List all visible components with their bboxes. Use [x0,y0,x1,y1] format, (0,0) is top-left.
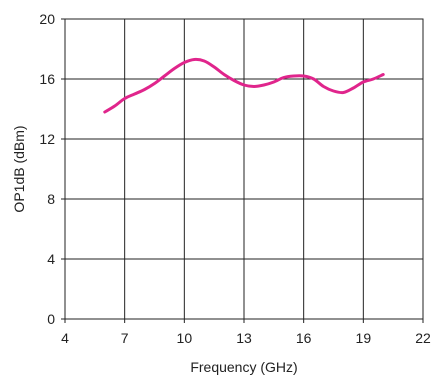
y-tick-label: 0 [47,311,55,327]
series-layer [103,57,385,114]
series-line [103,57,385,114]
y-tick-label: 16 [39,71,55,87]
x-tick-label: 19 [356,330,372,346]
x-tick-label: 4 [61,330,69,346]
y-axis-label: OP1dB (dBm) [11,125,27,212]
x-tick-label: 10 [177,330,193,346]
x-tick-label: 22 [415,330,431,346]
y-tick-label: 12 [39,131,55,147]
grid [65,19,423,319]
y-tick-label: 20 [39,11,55,27]
x-tick-label: 7 [121,330,129,346]
y-tick-label: 4 [47,251,55,267]
y-tick-label: 8 [47,191,55,207]
x-tick-label: 16 [296,330,312,346]
x-axis-label: Frequency (GHz) [190,359,297,375]
x-tick-label: 13 [236,330,252,346]
